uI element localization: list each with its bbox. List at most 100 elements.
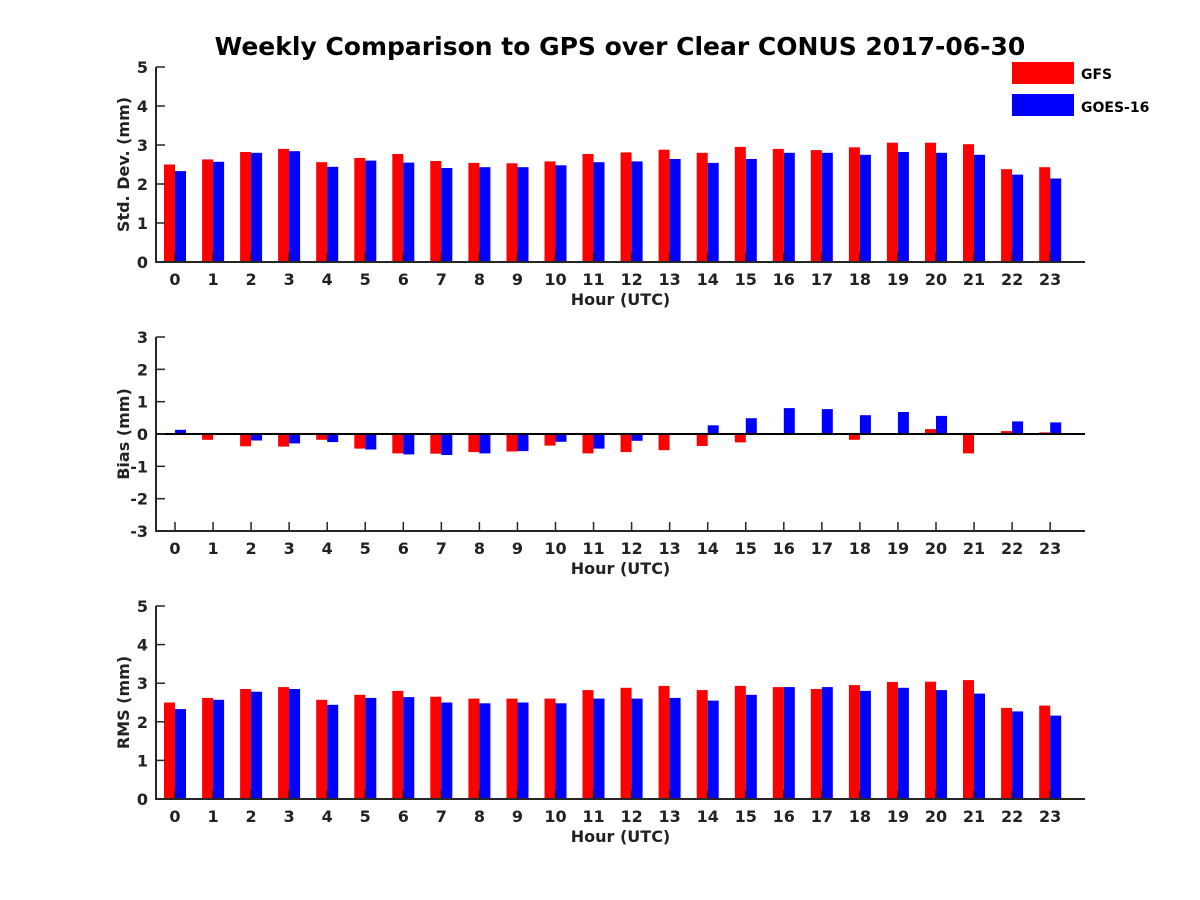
- bar-gfs-hour-4: [316, 434, 328, 440]
- legend-label-goes16: GOES-16: [1081, 100, 1149, 116]
- bar-gfs-hour-2: [240, 152, 252, 262]
- bar-gfs-hour-19: [886, 142, 898, 262]
- x-tick-label: 0: [169, 270, 180, 289]
- bar-gfs-hour-18: [848, 685, 860, 799]
- bar-goes16-hour-6: [403, 162, 415, 262]
- x-tick-label: 3: [284, 270, 295, 289]
- bar-goes16-hour-15: [745, 159, 757, 262]
- bar-gfs-hour-3: [278, 434, 290, 447]
- bar-goes16-hour-6: [403, 434, 415, 455]
- bar-gfs-hour-22: [1001, 707, 1013, 799]
- bar-goes16-hour-11: [593, 162, 605, 262]
- bar-goes16-hour-8: [479, 167, 491, 262]
- bar-goes16-hour-15: [745, 418, 757, 434]
- bar-gfs-hour-22: [1001, 431, 1013, 434]
- x-tick-label: 12: [620, 539, 642, 558]
- bar-goes16-hour-13: [669, 159, 681, 262]
- bar-gfs-hour-6: [392, 154, 404, 262]
- x-tick-label: 23: [1039, 807, 1061, 826]
- bar-gfs-hour-21: [963, 434, 974, 454]
- bar-goes16-hour-19: [897, 687, 909, 799]
- x-axis-label: Hour (UTC): [571, 827, 671, 846]
- x-tick-label: 5: [360, 539, 371, 558]
- bar-gfs-hour-14: [696, 434, 708, 446]
- bar-gfs-hour-20: [925, 681, 936, 799]
- bar-gfs-hour-17: [810, 689, 822, 799]
- x-tick-label: 15: [735, 270, 757, 289]
- x-tick-label: 9: [512, 270, 523, 289]
- x-tick-label: 5: [360, 807, 371, 826]
- x-tick-label: 22: [1001, 807, 1023, 826]
- bar-gfs-hour-20: [925, 429, 936, 434]
- bar-gfs-hour-5: [354, 434, 366, 449]
- x-tick-label: 16: [773, 270, 795, 289]
- x-tick-label: 19: [887, 539, 909, 558]
- x-tick-label: 3: [284, 539, 295, 558]
- legend-swatch-gfs: [1012, 62, 1074, 84]
- bar-goes16-hour-8: [479, 703, 491, 799]
- bar-gfs-hour-9: [506, 698, 518, 799]
- figure-title: Weekly Comparison to GPS over Clear CONU…: [215, 32, 1026, 61]
- x-tick-label: 20: [925, 807, 947, 826]
- y-tick-label: 3: [137, 136, 148, 155]
- x-tick-label: 23: [1039, 270, 1061, 289]
- bar-goes16-hour-12: [631, 434, 643, 441]
- bar-goes16-hour-19: [897, 152, 909, 262]
- bar-gfs-hour-18: [848, 147, 860, 262]
- bar-goes16-hour-16: [783, 408, 795, 434]
- bar-gfs-hour-11: [582, 434, 594, 454]
- bar-goes16-hour-6: [403, 697, 415, 799]
- bar-goes16-hour-5: [365, 697, 377, 799]
- bar-goes16-hour-3: [289, 689, 301, 799]
- y-tick-label: 1: [137, 751, 148, 770]
- bar-goes16-hour-23: [1050, 178, 1062, 262]
- x-tick-label: 16: [773, 807, 795, 826]
- bar-goes16-hour-0: [175, 709, 186, 799]
- y-tick-label: 2: [137, 360, 148, 379]
- bar-goes16-hour-18: [859, 415, 871, 434]
- x-tick-label: 2: [246, 807, 257, 826]
- x-tick-label: 1: [207, 539, 218, 558]
- bar-goes16-hour-16: [783, 152, 795, 262]
- x-tick-label: 13: [659, 807, 681, 826]
- x-tick-label: 18: [849, 270, 871, 289]
- x-tick-label: 14: [697, 807, 719, 826]
- y-tick-label: 0: [137, 425, 148, 444]
- y-tick-label: 1: [137, 393, 148, 412]
- bar-gfs-hour-10: [544, 698, 556, 799]
- bar-goes16-hour-7: [441, 702, 453, 799]
- bar-gfs-hour-21: [963, 144, 974, 262]
- x-tick-label: 2: [246, 270, 257, 289]
- bar-gfs-hour-23: [1039, 167, 1051, 262]
- bar-gfs-hour-6: [392, 434, 404, 454]
- x-tick-label: 7: [436, 539, 447, 558]
- x-axis-label: Hour (UTC): [571, 559, 671, 578]
- y-tick-label: -1: [130, 457, 148, 476]
- bar-goes16-hour-14: [707, 162, 719, 262]
- bar-goes16-hour-12: [631, 698, 643, 799]
- bar-gfs-hour-7: [430, 434, 442, 454]
- bar-goes16-hour-3: [289, 151, 301, 262]
- bar-goes16-hour-22: [1012, 421, 1024, 434]
- bar-goes16-hour-11: [593, 698, 605, 799]
- bar-goes16-hour-8: [479, 434, 491, 454]
- x-tick-label: 11: [582, 539, 604, 558]
- bar-goes16-hour-2: [251, 691, 263, 799]
- legend-swatch-goes16: [1012, 94, 1074, 116]
- x-tick-label: 8: [474, 539, 485, 558]
- bar-goes16-hour-14: [707, 700, 719, 799]
- bar-gfs-hour-12: [620, 152, 632, 262]
- x-tick-label: 13: [659, 270, 681, 289]
- legend: GFS GOES-16: [1012, 62, 1149, 116]
- x-tick-label: 22: [1001, 539, 1023, 558]
- x-tick-label: 4: [322, 270, 333, 289]
- bar-goes16-hour-4: [327, 704, 339, 799]
- bar-goes16-hour-13: [669, 697, 681, 799]
- bar-goes16-hour-7: [441, 434, 453, 455]
- x-tick-label: 4: [322, 539, 333, 558]
- bar-goes16-hour-18: [859, 154, 871, 263]
- bar-gfs-hour-0: [164, 702, 175, 799]
- bar-gfs-hour-6: [392, 690, 404, 799]
